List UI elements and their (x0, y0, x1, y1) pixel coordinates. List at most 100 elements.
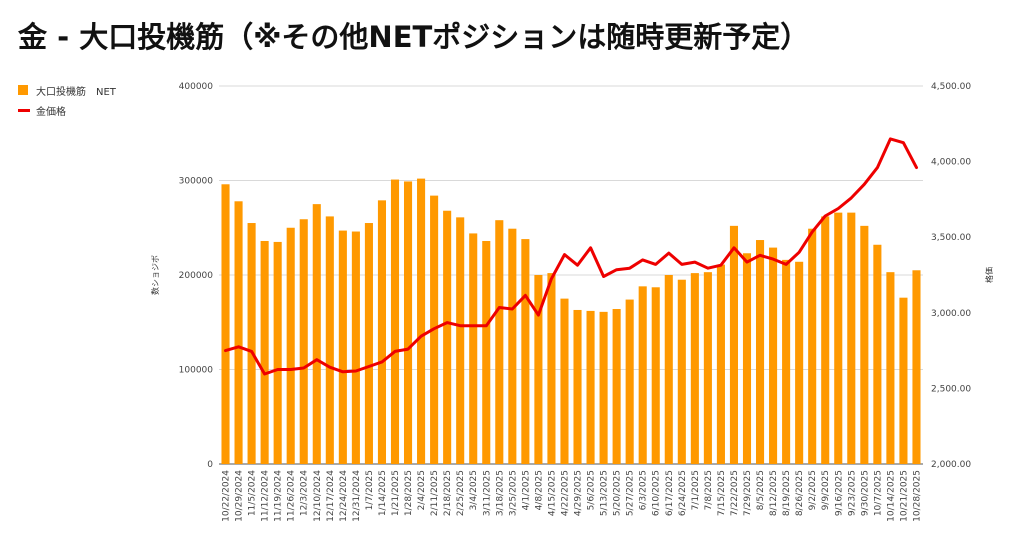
y-left-tick-label: 300000 (179, 177, 214, 187)
bar (351, 231, 360, 464)
x-tick-label: 3/25/2025 (508, 470, 518, 516)
y-right-axis-title: 格価 (984, 267, 994, 283)
x-tick-label: 8/5/2025 (756, 470, 766, 510)
x-tick-label: 9/23/2025 (847, 470, 857, 516)
x-tick-label: 10/22/2024 (222, 470, 232, 522)
x-tick-label: 5/13/2025 (600, 470, 610, 516)
bar (417, 178, 426, 465)
bar (821, 216, 830, 464)
x-tick-label: 8/19/2025 (782, 470, 792, 516)
x-tick-label: 11/19/2024 (274, 470, 284, 522)
bar (443, 210, 452, 464)
x-tick-label: 5/6/2025 (587, 470, 597, 510)
x-tick-label: 1/14/2025 (378, 470, 388, 516)
x-tick-label: 9/9/2025 (821, 470, 831, 510)
y-right-tick-label: 4,500.00 (931, 82, 971, 92)
bar (325, 216, 334, 464)
legend-label-line: 金価格 (36, 106, 66, 118)
bar (534, 275, 543, 464)
x-tick-label: 11/26/2024 (287, 470, 297, 522)
x-tick-label: 1/28/2025 (404, 470, 414, 516)
x-tick-label: 4/1/2025 (521, 470, 531, 510)
x-tick-label: 5/27/2025 (626, 470, 636, 516)
y-left-tick-label: 200000 (179, 271, 214, 281)
x-tick-label: 4/8/2025 (534, 470, 544, 510)
bar (390, 179, 400, 464)
bar (912, 270, 921, 464)
x-tick-label: 2/18/2025 (443, 470, 453, 516)
bar (403, 181, 413, 464)
x-tick-label: 7/15/2025 (717, 470, 727, 516)
bar (338, 230, 347, 464)
bar (690, 273, 699, 464)
bar (716, 264, 725, 464)
x-tick-label: 3/18/2025 (495, 470, 505, 516)
bar (508, 228, 517, 464)
legend-item-bars: 大口投機筋 NET (18, 80, 116, 100)
x-tick-label: 9/16/2025 (834, 470, 844, 516)
x-tick-label: 10/29/2024 (235, 470, 245, 522)
bar (677, 279, 686, 464)
y-left-tick-label: 400000 (179, 82, 214, 92)
y-right-tick-label: 2,500.00 (931, 384, 971, 394)
y-left-axis-title: 数ショジボ (150, 255, 160, 295)
bar (573, 309, 582, 464)
x-tick-label: 7/29/2025 (743, 470, 753, 516)
bar (599, 311, 608, 464)
bar (586, 310, 595, 464)
x-tick-label: 4/15/2025 (547, 470, 557, 516)
bar (221, 184, 230, 464)
bar (456, 217, 465, 464)
legend-line-swatch-icon (18, 108, 30, 112)
x-tick-label: 1/21/2025 (391, 470, 401, 516)
bar (638, 286, 647, 464)
bar (742, 253, 752, 464)
bar (521, 239, 530, 464)
x-tick-label: 10/7/2025 (873, 470, 883, 516)
x-tick-label: 7/22/2025 (730, 470, 740, 516)
x-tick-label: 6/10/2025 (652, 470, 662, 516)
legend-label-bars: 大口投機筋 NET (36, 86, 116, 98)
bar (273, 241, 282, 464)
bar (247, 223, 256, 464)
x-tick-label: 3/4/2025 (469, 470, 479, 510)
bar (234, 201, 243, 465)
bar (299, 219, 308, 464)
bar (547, 273, 556, 464)
chart-title: 金 - 大口投機筋（※その他NETポジションは随時更新予定） (18, 20, 810, 54)
bar (729, 225, 739, 464)
x-tick-label: 6/3/2025 (639, 470, 649, 510)
x-tick-label: 11/12/2024 (261, 470, 271, 522)
bar (560, 298, 569, 464)
bar (755, 240, 765, 464)
legend: 大口投機筋 NET 金価格 (18, 80, 116, 120)
x-tick-label: 10/14/2025 (886, 470, 896, 522)
x-tick-label: 7/8/2025 (704, 470, 714, 510)
bar (873, 244, 882, 464)
x-tick-label: 10/21/2025 (899, 470, 909, 522)
bar (808, 228, 817, 464)
x-tick-label: 10/28/2025 (912, 470, 922, 522)
bar (782, 259, 791, 464)
bar (364, 223, 373, 464)
x-tick-label: 9/2/2025 (808, 470, 818, 510)
price-line (224, 137, 918, 376)
bar (703, 272, 712, 464)
x-tick-label: 12/24/2024 (339, 470, 349, 522)
x-tick-label: 12/3/2024 (300, 470, 310, 516)
x-tick-label: 9/30/2025 (860, 470, 870, 516)
x-tick-label: 1/7/2025 (365, 470, 375, 510)
bar (482, 240, 491, 464)
y-right-tick-label: 3,000.00 (931, 309, 971, 319)
y-right-tick-label: 4,000.00 (931, 158, 971, 168)
y-right-tick-label: 3,500.00 (931, 233, 971, 243)
x-tick-label: 12/31/2024 (352, 470, 362, 522)
x-tick-label: 8/26/2025 (795, 470, 805, 516)
bar (651, 287, 660, 464)
bar (469, 233, 478, 464)
x-tick-label: 2/4/2025 (417, 470, 427, 510)
bar (860, 225, 869, 464)
bar (495, 220, 504, 464)
